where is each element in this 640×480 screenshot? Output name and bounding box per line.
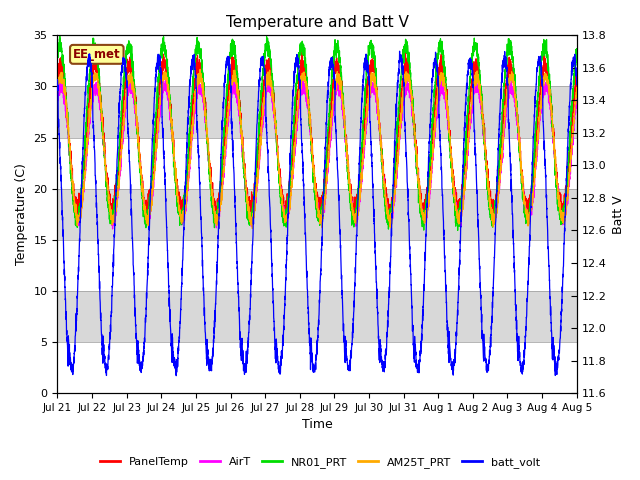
Bar [58, 189, 577, 240]
Bar [58, 342, 577, 393]
X-axis label: Time: Time [301, 419, 332, 432]
Bar [58, 291, 577, 342]
Y-axis label: Temperature (C): Temperature (C) [15, 163, 28, 265]
Title: Temperature and Batt V: Temperature and Batt V [226, 15, 408, 30]
Bar [58, 36, 577, 86]
Text: EE_met: EE_met [73, 48, 120, 61]
Bar [58, 138, 577, 189]
Y-axis label: Batt V: Batt V [612, 195, 625, 234]
Bar [58, 86, 577, 138]
Legend: PanelTemp, AirT, NR01_PRT, AM25T_PRT, batt_volt: PanelTemp, AirT, NR01_PRT, AM25T_PRT, ba… [95, 452, 545, 472]
Bar [58, 240, 577, 291]
